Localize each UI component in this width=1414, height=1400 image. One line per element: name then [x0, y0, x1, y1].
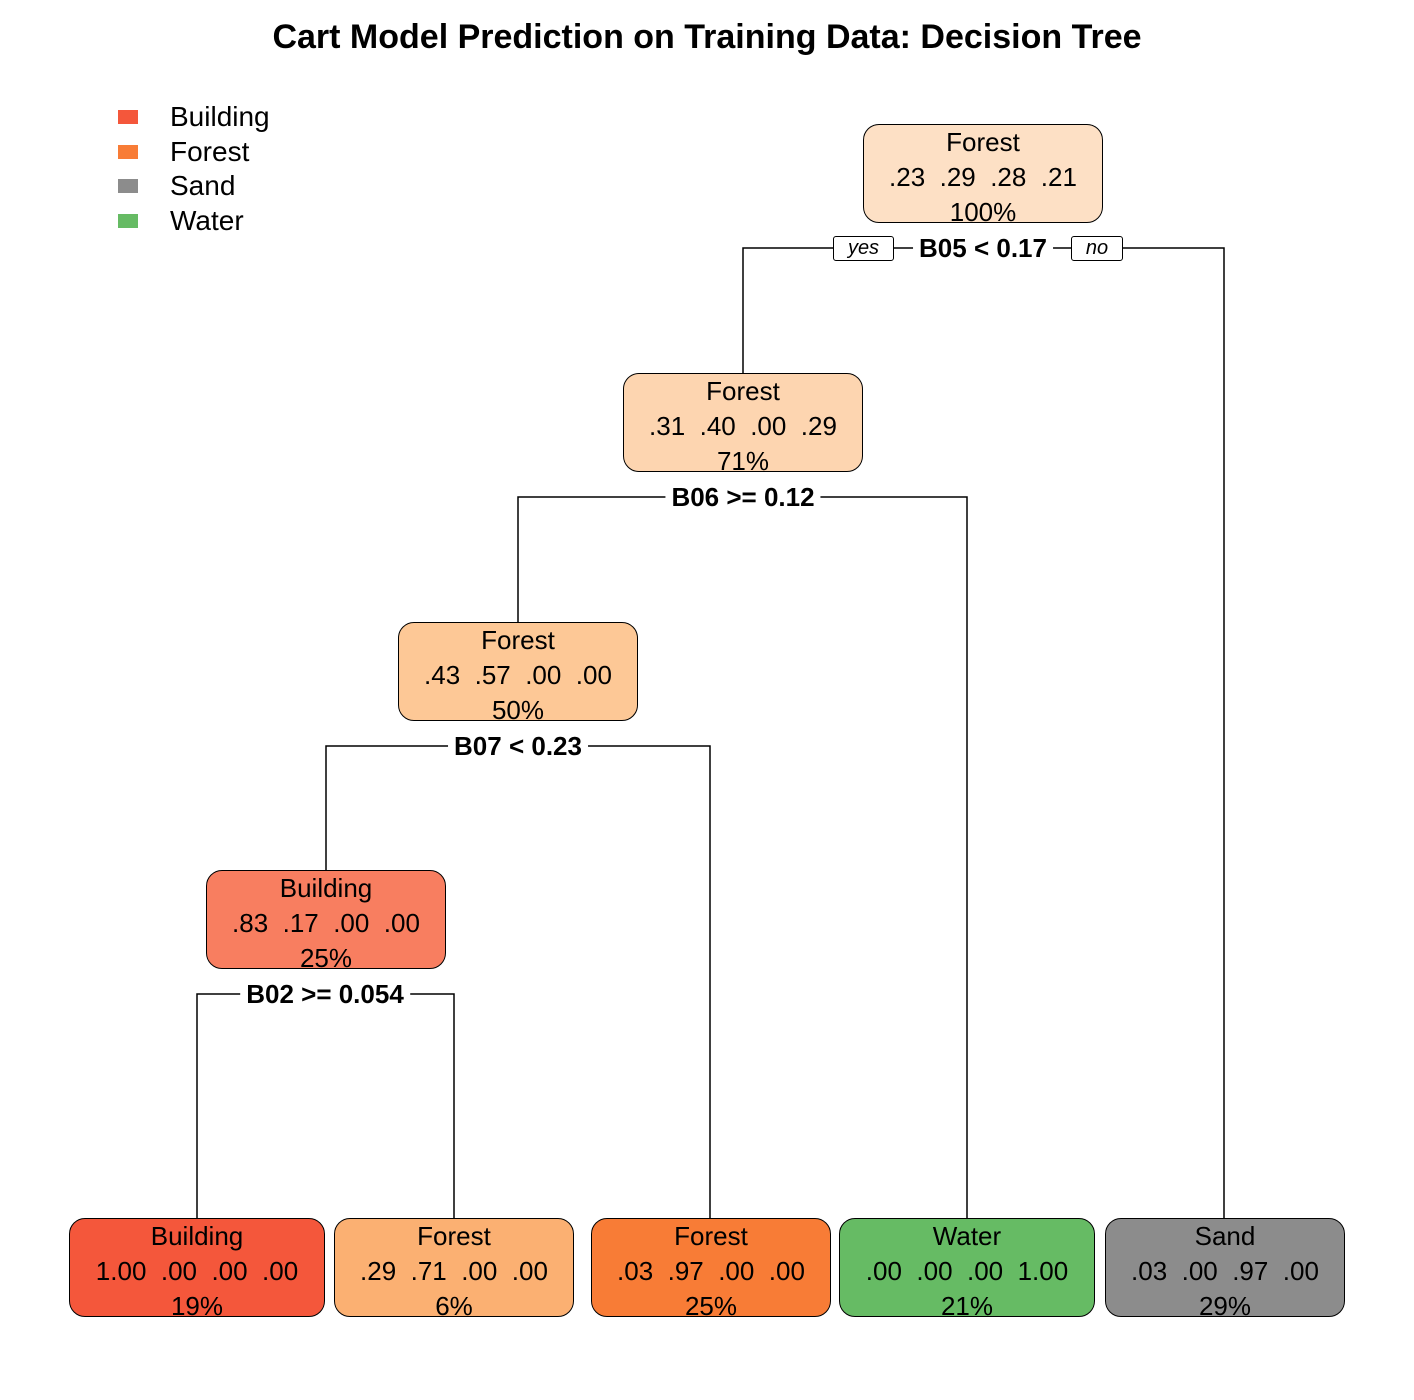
- edge-n8-left: [196, 993, 326, 1218]
- node-n4-pct: 50%: [491, 695, 545, 725]
- leaf-forest-2-class: Forest: [674, 1221, 748, 1251]
- leaf-building-class: Building: [150, 1221, 244, 1251]
- node-root-pct: 100%: [949, 197, 1017, 227]
- leaf-water-class: Water: [932, 1221, 1002, 1251]
- legend-item-building: Building: [118, 100, 270, 135]
- node-n8-class: Building: [279, 873, 373, 903]
- node-n2-class: Forest: [706, 376, 780, 406]
- edge-n2-right: [743, 496, 968, 1218]
- split-label-b02: B02 >= 0.054: [240, 979, 410, 1009]
- edge-root-right: [983, 247, 1225, 1218]
- leaf-forest-2-pct: 25%: [684, 1291, 738, 1321]
- leaf-forest-1: Forest .29 .71 .00 .00 6%: [334, 1218, 574, 1321]
- leaf-forest-1-pct: 6%: [435, 1291, 473, 1321]
- leaf-sand: Sand .03 .00 .97 .00 29%: [1105, 1218, 1345, 1321]
- leaf-sand-probs: .03 .00 .97 .00: [1131, 1256, 1319, 1286]
- legend-label-building: Building: [170, 101, 270, 133]
- legend-swatch-building: [118, 110, 138, 125]
- node-n2-pct: 71%: [716, 446, 770, 476]
- legend-label-sand: Sand: [170, 170, 236, 202]
- node-root: Forest .23 .29 .28 .21 100%: [863, 124, 1103, 227]
- legend-item-sand: Sand: [118, 169, 270, 204]
- node-n2: Forest .31 .40 .00 .29 71%: [623, 373, 863, 476]
- legend-swatch-forest: [118, 144, 138, 159]
- node-n8: Building .83 .17 .00 .00 25%: [206, 870, 446, 973]
- split-label-b07: B07 < 0.23: [448, 731, 588, 761]
- node-n2-probs: .31 .40 .00 .29: [649, 411, 837, 441]
- legend-label-water: Water: [170, 204, 244, 236]
- edge-n2-left: [517, 496, 743, 622]
- leaf-building: Building 1.00 .00 .00 .00 19%: [69, 1218, 325, 1321]
- node-root-class: Forest: [946, 127, 1020, 157]
- leaf-building-pct: 19%: [170, 1291, 224, 1321]
- edge-root-left: [742, 247, 983, 373]
- chart-title: Cart Model Prediction on Training Data: …: [272, 18, 1142, 56]
- legend-swatch-sand: [118, 179, 138, 194]
- leaf-building-probs: 1.00 .00 .00 .00: [95, 1256, 299, 1286]
- branch-label-no: no: [1071, 236, 1123, 261]
- leaf-water-pct: 21%: [940, 1291, 994, 1321]
- leaf-sand-pct: 29%: [1198, 1291, 1252, 1321]
- leaf-forest-1-class: Forest: [417, 1221, 491, 1251]
- legend-item-water: Water: [118, 204, 270, 239]
- node-n4: Forest .43 .57 .00 .00 50%: [398, 622, 638, 725]
- edge-n4-right: [518, 745, 711, 1218]
- leaf-water: Water .00 .00 .00 1.00 21%: [839, 1218, 1095, 1321]
- leaf-forest-1-probs: .29 .71 .00 .00: [360, 1256, 548, 1286]
- leaf-water-probs: .00 .00 .00 1.00: [865, 1256, 1069, 1286]
- branch-label-yes: yes: [833, 236, 894, 261]
- edge-n8-right: [326, 993, 455, 1218]
- legend-swatch-water: [118, 213, 138, 228]
- split-label-b06: B06 >= 0.12: [665, 482, 821, 512]
- legend-item-forest: Forest: [118, 135, 270, 170]
- legend: Building Forest Sand Water: [118, 100, 270, 238]
- split-label-b05: B05 < 0.17: [913, 233, 1053, 263]
- node-n8-pct: 25%: [299, 943, 353, 973]
- node-n4-probs: .43 .57 .00 .00: [424, 660, 612, 690]
- node-n8-probs: .83 .17 .00 .00: [232, 908, 420, 938]
- leaf-forest-2: Forest .03 .97 .00 .00 25%: [591, 1218, 831, 1321]
- leaf-sand-class: Sand: [1194, 1221, 1256, 1251]
- edge-n4-left: [325, 745, 518, 870]
- node-root-probs: .23 .29 .28 .21: [889, 162, 1077, 192]
- leaf-forest-2-probs: .03 .97 .00 .00: [617, 1256, 805, 1286]
- legend-label-forest: Forest: [170, 135, 250, 167]
- node-n4-class: Forest: [481, 625, 555, 655]
